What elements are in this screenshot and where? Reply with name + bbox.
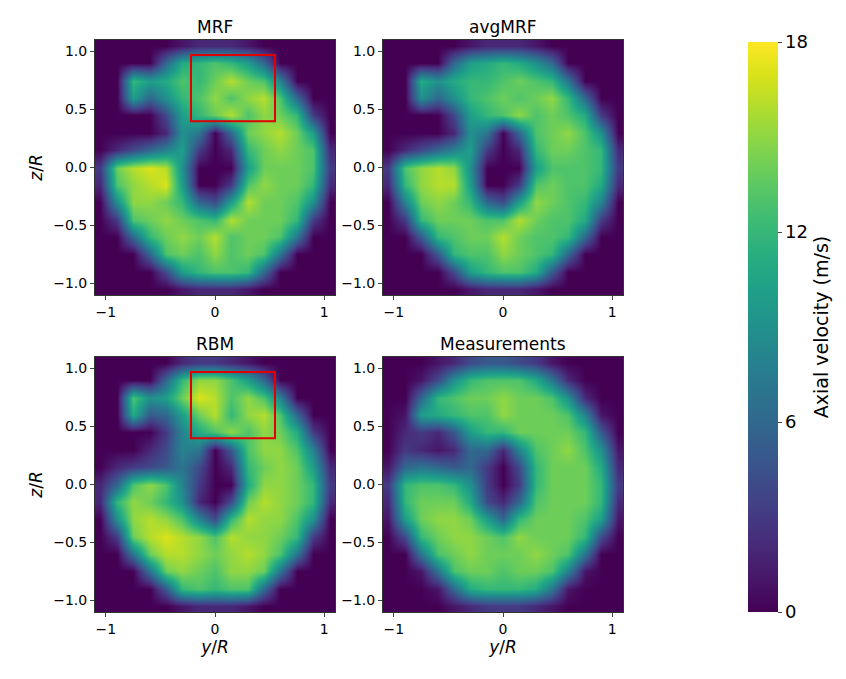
svg-text:0: 0 [499, 304, 508, 320]
svg-text:0.0: 0.0 [353, 476, 375, 492]
svg-text:−1: −1 [384, 304, 405, 320]
svg-text:1.0: 1.0 [65, 360, 87, 376]
svg-text:1: 1 [320, 621, 329, 637]
svg-text:1.0: 1.0 [353, 43, 375, 59]
svg-text:0.5: 0.5 [65, 418, 87, 434]
svg-text:6: 6 [785, 411, 796, 432]
svg-text:y/R: y/R [200, 637, 229, 657]
svg-text:−1: −1 [96, 304, 117, 320]
svg-text:1.0: 1.0 [65, 43, 87, 59]
svg-text:0.0: 0.0 [65, 159, 87, 175]
svg-text:MRF: MRF [197, 17, 233, 37]
svg-text:Measurements: Measurements [440, 334, 566, 354]
svg-text:0.0: 0.0 [353, 159, 375, 175]
svg-text:−1: −1 [96, 621, 117, 637]
svg-text:z/R: z/R [26, 471, 46, 498]
svg-text:12: 12 [785, 221, 808, 242]
svg-text:0.5: 0.5 [353, 101, 375, 117]
svg-text:0: 0 [211, 621, 220, 637]
svg-text:−1.0: −1.0 [341, 592, 375, 608]
svg-text:−0.5: −0.5 [341, 217, 375, 233]
svg-text:y/R: y/R [488, 637, 517, 657]
svg-text:0.5: 0.5 [353, 418, 375, 434]
svg-text:0.5: 0.5 [65, 101, 87, 117]
svg-text:−0.5: −0.5 [53, 534, 87, 550]
svg-text:0: 0 [785, 601, 796, 622]
svg-text:1: 1 [608, 304, 617, 320]
svg-text:18: 18 [785, 31, 808, 52]
svg-text:−0.5: −0.5 [53, 217, 87, 233]
svg-text:z/R: z/R [26, 154, 46, 181]
svg-text:0: 0 [499, 621, 508, 637]
svg-text:1: 1 [320, 304, 329, 320]
svg-text:1.0: 1.0 [353, 360, 375, 376]
svg-text:0.0: 0.0 [65, 476, 87, 492]
svg-text:RBM: RBM [196, 334, 234, 354]
svg-text:avgMRF: avgMRF [469, 17, 537, 37]
svg-text:1: 1 [608, 621, 617, 637]
svg-text:−1.0: −1.0 [53, 592, 87, 608]
svg-text:−1.0: −1.0 [341, 275, 375, 291]
svg-text:−1: −1 [384, 621, 405, 637]
svg-text:−0.5: −0.5 [341, 534, 375, 550]
svg-text:−1.0: −1.0 [53, 275, 87, 291]
svg-text:0: 0 [211, 304, 220, 320]
svg-text:Axial velocity (m/s): Axial velocity (m/s) [810, 236, 832, 418]
